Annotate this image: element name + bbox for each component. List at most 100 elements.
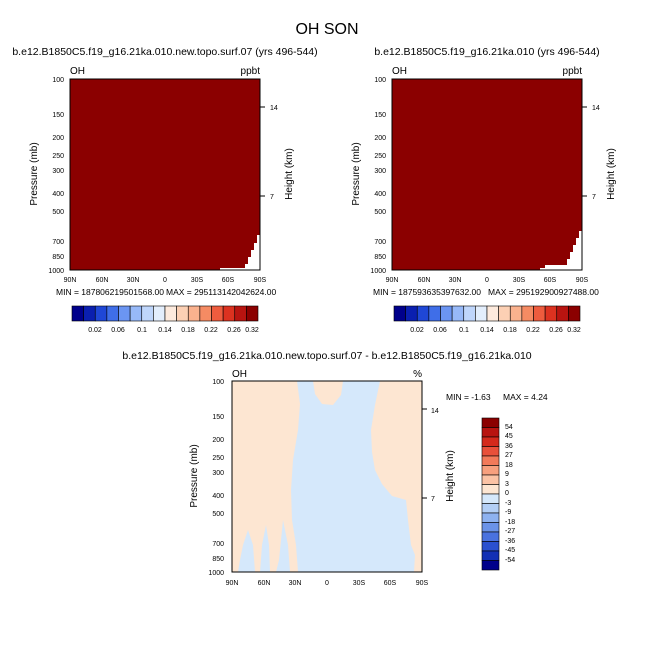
y-tick-label: 250 (212, 455, 224, 462)
panel-3-region-positive-top (313, 381, 343, 405)
colorbar-swatch (405, 305, 418, 322)
panel-2-colorbar-labels: 0.02 0.06 0.1 0.14 0.18 0.22 0.26 0.32 (410, 327, 581, 334)
colorbar-swatch (106, 305, 119, 322)
y-tick-label: 100 (52, 77, 64, 84)
y-tick-label: 1000 (370, 268, 386, 275)
panel-2-y-label: Pressure (mb) (351, 142, 362, 205)
colorbar-label: -45 (505, 547, 515, 554)
colorbar-label: 0.1 (137, 327, 147, 334)
colorbar-swatch (556, 305, 569, 322)
panel-1-y-axis-right: 14 7 Height (km) (260, 105, 295, 201)
panel-1-field (70, 79, 260, 270)
y-tick-label: 850 (212, 556, 224, 563)
colorbar-swatch (481, 493, 500, 504)
colorbar-label: 0.06 (111, 327, 125, 334)
colorbar-swatch (222, 305, 236, 322)
panel-2-colorbar (393, 305, 581, 322)
x-tick-label: 90N (386, 277, 399, 284)
panel-2: b.e12.B1850C5.f19_g16.21ka.010 (yrs 496-… (351, 46, 617, 334)
panel-1-x-axis: 90N 60N 30N 0 30S 60S 90S (64, 277, 267, 284)
colorbar-swatch (481, 484, 500, 495)
panel-2-y-axis-right: 14 7 Height (km) (582, 105, 617, 201)
y-right-tick-label: 7 (270, 194, 274, 201)
x-tick-label: 60S (544, 277, 557, 284)
y-tick-label: 400 (374, 191, 386, 198)
colorbar-label: -3 (505, 500, 511, 507)
panel-3-colorbar-labels: 54 45 36 27 18 9 3 0 -3 -9 -18 -27 -36 -… (505, 424, 515, 564)
x-tick-label: 0 (485, 277, 489, 284)
colorbar-swatch (481, 503, 500, 514)
panel-2-title: b.e12.B1850C5.f19_g16.21ka.010 (yrs 496-… (374, 46, 599, 58)
colorbar-swatch (187, 305, 201, 322)
colorbar-swatch (211, 305, 224, 322)
panel-2-surface-mask (540, 231, 582, 270)
x-tick-label: 60S (384, 580, 397, 587)
colorbar-label: 18 (505, 462, 513, 469)
colorbar-label: 0.14 (158, 327, 172, 334)
colorbar-label: 3 (505, 481, 509, 488)
colorbar-swatch (141, 305, 154, 322)
colorbar-label: -54 (505, 557, 515, 564)
panel-3-y-label: Pressure (mb) (189, 444, 200, 507)
panel-3-x-axis: 90N 60N 30N 0 30S 60S 90S (226, 580, 429, 587)
colorbar-swatch (481, 455, 500, 466)
colorbar-label: 9 (505, 471, 509, 478)
colorbar-swatch (416, 305, 430, 322)
panel-1-colorbar-labels: 0.02 0.06 0.1 0.14 0.18 0.22 0.26 0.32 (88, 327, 259, 334)
colorbar-swatch (481, 550, 500, 561)
panel-3-variable: OH (232, 369, 247, 380)
panel-2-y-label-right: Height (km) (606, 148, 617, 200)
colorbar-label: 0.1 (459, 327, 469, 334)
colorbar-swatch (544, 305, 558, 322)
colorbar-swatch (176, 305, 189, 322)
y-tick-label: 100 (212, 379, 224, 386)
panel-1-variable: OH (70, 66, 85, 77)
colorbar-label: 0.32 (245, 327, 259, 334)
panel-1-min: MIN = 187806219501568.00 (56, 287, 164, 297)
colorbar-swatch (481, 541, 500, 552)
colorbar-label: 0.02 (410, 327, 424, 334)
colorbar-swatch (481, 436, 500, 447)
colorbar-swatch (481, 522, 500, 533)
panel-3-colorbar (481, 417, 500, 571)
y-right-tick-label: 7 (592, 194, 596, 201)
colorbar-label: -9 (505, 509, 511, 516)
panel-3-y-label-right: Height (km) (445, 450, 456, 502)
colorbar-swatch (94, 305, 108, 322)
x-tick-label: 90N (64, 277, 77, 284)
colorbar-label: 0.14 (480, 327, 494, 334)
x-tick-label: 30S (353, 580, 366, 587)
y-tick-label: 200 (212, 437, 224, 444)
x-tick-label: 90S (576, 277, 589, 284)
colorbar-swatch (568, 305, 581, 322)
colorbar-label: -18 (505, 519, 515, 526)
panel-1-title: b.e12.B1850C5.f19_g16.21ka.010.new.topo.… (12, 46, 317, 58)
x-tick-label: 90S (254, 277, 267, 284)
colorbar-swatch (481, 427, 500, 438)
panel-2-units: ppbt (563, 66, 583, 77)
panel-1-y-axis: 100 150 200 250 300 400 500 700 850 1000… (29, 77, 64, 275)
colorbar-label: 54 (505, 424, 513, 431)
panel-2-variable: OH (392, 66, 407, 77)
panel-1-units: ppbt (241, 66, 261, 77)
y-tick-label: 500 (212, 511, 224, 518)
x-tick-label: 90S (416, 580, 429, 587)
colorbar-swatch (481, 560, 500, 571)
colorbar-label: 0.18 (503, 327, 517, 334)
x-tick-label: 0 (325, 580, 329, 587)
colorbar-swatch (481, 465, 500, 476)
colorbar-swatch (463, 305, 476, 322)
x-tick-label: 30N (127, 277, 140, 284)
y-right-tick-label: 7 (431, 496, 435, 503)
x-tick-label: 0 (163, 277, 167, 284)
x-tick-label: 60S (222, 277, 235, 284)
colorbar-label: 0.18 (181, 327, 195, 334)
y-tick-label: 1000 (208, 570, 224, 577)
panel-3-region-positive-north (232, 381, 300, 572)
panel-1-frame (69, 78, 261, 271)
colorbar-swatch (521, 305, 534, 322)
colorbar-label: -27 (505, 528, 515, 535)
panel-2-min: MIN = 187593635397632.00 (373, 287, 481, 297)
y-tick-label: 150 (212, 414, 224, 421)
panel-3-frame (231, 380, 423, 573)
